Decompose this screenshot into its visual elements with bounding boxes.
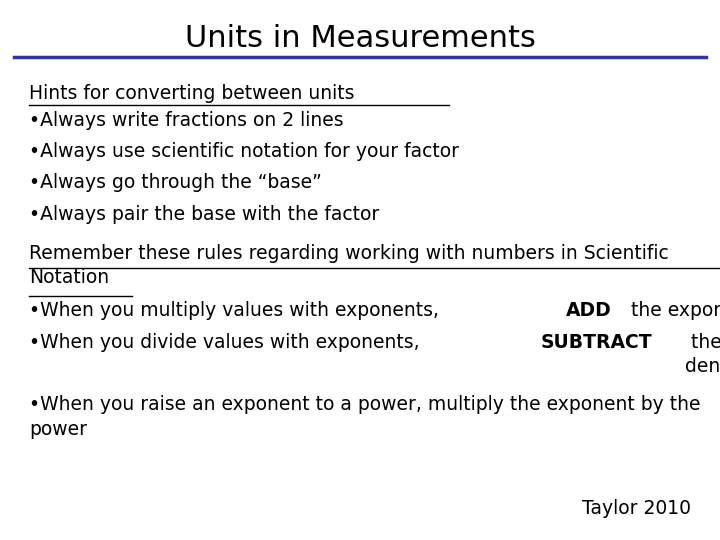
Text: Hints for converting between units: Hints for converting between units <box>29 84 354 103</box>
Text: Units in Measurements: Units in Measurements <box>184 24 536 53</box>
Text: •When you raise an exponent to a power, multiply the exponent by the
power: •When you raise an exponent to a power, … <box>29 395 701 438</box>
Text: •When you multiply values with exponents,: •When you multiply values with exponents… <box>29 301 445 320</box>
Text: •Always use scientific notation for your factor: •Always use scientific notation for your… <box>29 142 459 161</box>
Text: SUBTRACT: SUBTRACT <box>541 333 652 352</box>
Text: Remember these rules regarding working with numbers in Scientific
Notation: Remember these rules regarding working w… <box>29 244 669 287</box>
Text: ADD: ADD <box>566 301 611 320</box>
Text: the exponent of the
denominator from the numerator: the exponent of the denominator from the… <box>685 333 720 376</box>
Text: •When you divide values with exponents,: •When you divide values with exponents, <box>29 333 426 352</box>
Text: •Always go through the “base”: •Always go through the “base” <box>29 173 322 192</box>
Text: the exponents: the exponents <box>625 301 720 320</box>
Text: Taylor 2010: Taylor 2010 <box>582 500 691 518</box>
Text: •Always pair the base with the factor: •Always pair the base with the factor <box>29 205 379 224</box>
Text: •Always write fractions on 2 lines: •Always write fractions on 2 lines <box>29 111 343 130</box>
